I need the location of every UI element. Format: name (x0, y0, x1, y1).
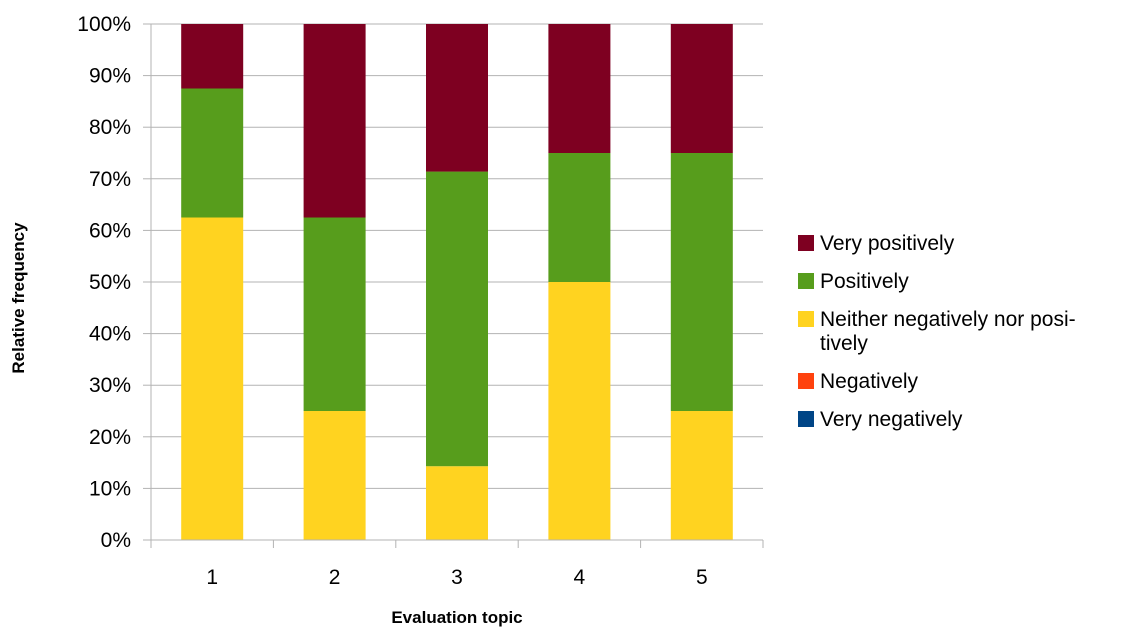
y-tick-label: 30% (89, 374, 131, 397)
bar-segment (548, 282, 611, 540)
legend-swatch (798, 273, 814, 289)
legend-swatch (798, 411, 814, 427)
bar-segment (426, 24, 488, 172)
y-tick-label: 20% (89, 426, 131, 449)
legend: Very positively Positively Neither negativ… (798, 232, 1076, 431)
bar-segment (548, 24, 611, 153)
y-axis-title: Relative frequency (9, 222, 28, 374)
x-axis-title: Evaluation topic (391, 608, 522, 627)
legend-swatch (798, 311, 814, 327)
legend-label: Very negatively (820, 408, 963, 431)
legend-label: Positively (820, 270, 909, 293)
x-tick-label: 4 (574, 566, 586, 589)
bar-segment (181, 88, 244, 218)
x-tick-label: 3 (451, 566, 463, 589)
bars (181, 24, 733, 540)
bar-segment (303, 24, 366, 218)
x-tick-label: 2 (329, 566, 341, 589)
bar-segment (181, 217, 244, 540)
bar-segment (426, 171, 488, 467)
y-tick-label: 40% (89, 323, 131, 346)
x-tick-labels: 1 2 3 4 5 (206, 566, 707, 589)
y-tick-label: 100% (77, 13, 131, 36)
bar-segment (303, 217, 366, 411)
y-tick-label: 10% (89, 477, 131, 500)
bar-segment (426, 466, 488, 540)
legend-swatch (798, 235, 814, 251)
y-tick-label: 50% (89, 271, 131, 294)
y-tick-labels: 0% 10% 20% 30% 40% 50% 60% 70% 80% 90% 100% (77, 13, 131, 552)
bar-segment (670, 411, 733, 540)
bar-segment (303, 411, 366, 540)
y-tick-label: 90% (89, 65, 131, 88)
x-tick-label: 1 (206, 566, 218, 589)
bar-segment (181, 24, 244, 89)
legend-label: Very positively (820, 232, 955, 255)
y-tick-label: 70% (89, 168, 131, 191)
y-tick-label: 60% (89, 219, 131, 242)
y-tick-label: 80% (89, 116, 131, 139)
bar-segment (670, 153, 733, 411)
y-tick-label: 0% (101, 529, 131, 552)
legend-swatch (798, 373, 814, 389)
legend-label: Negatively (820, 370, 919, 393)
x-tick-label: 5 (696, 566, 708, 589)
bar-segment (670, 24, 733, 153)
bar-segment (548, 153, 611, 282)
axes (150, 24, 764, 548)
legend-label: Neither negatively nor posi-tively (820, 308, 1076, 355)
